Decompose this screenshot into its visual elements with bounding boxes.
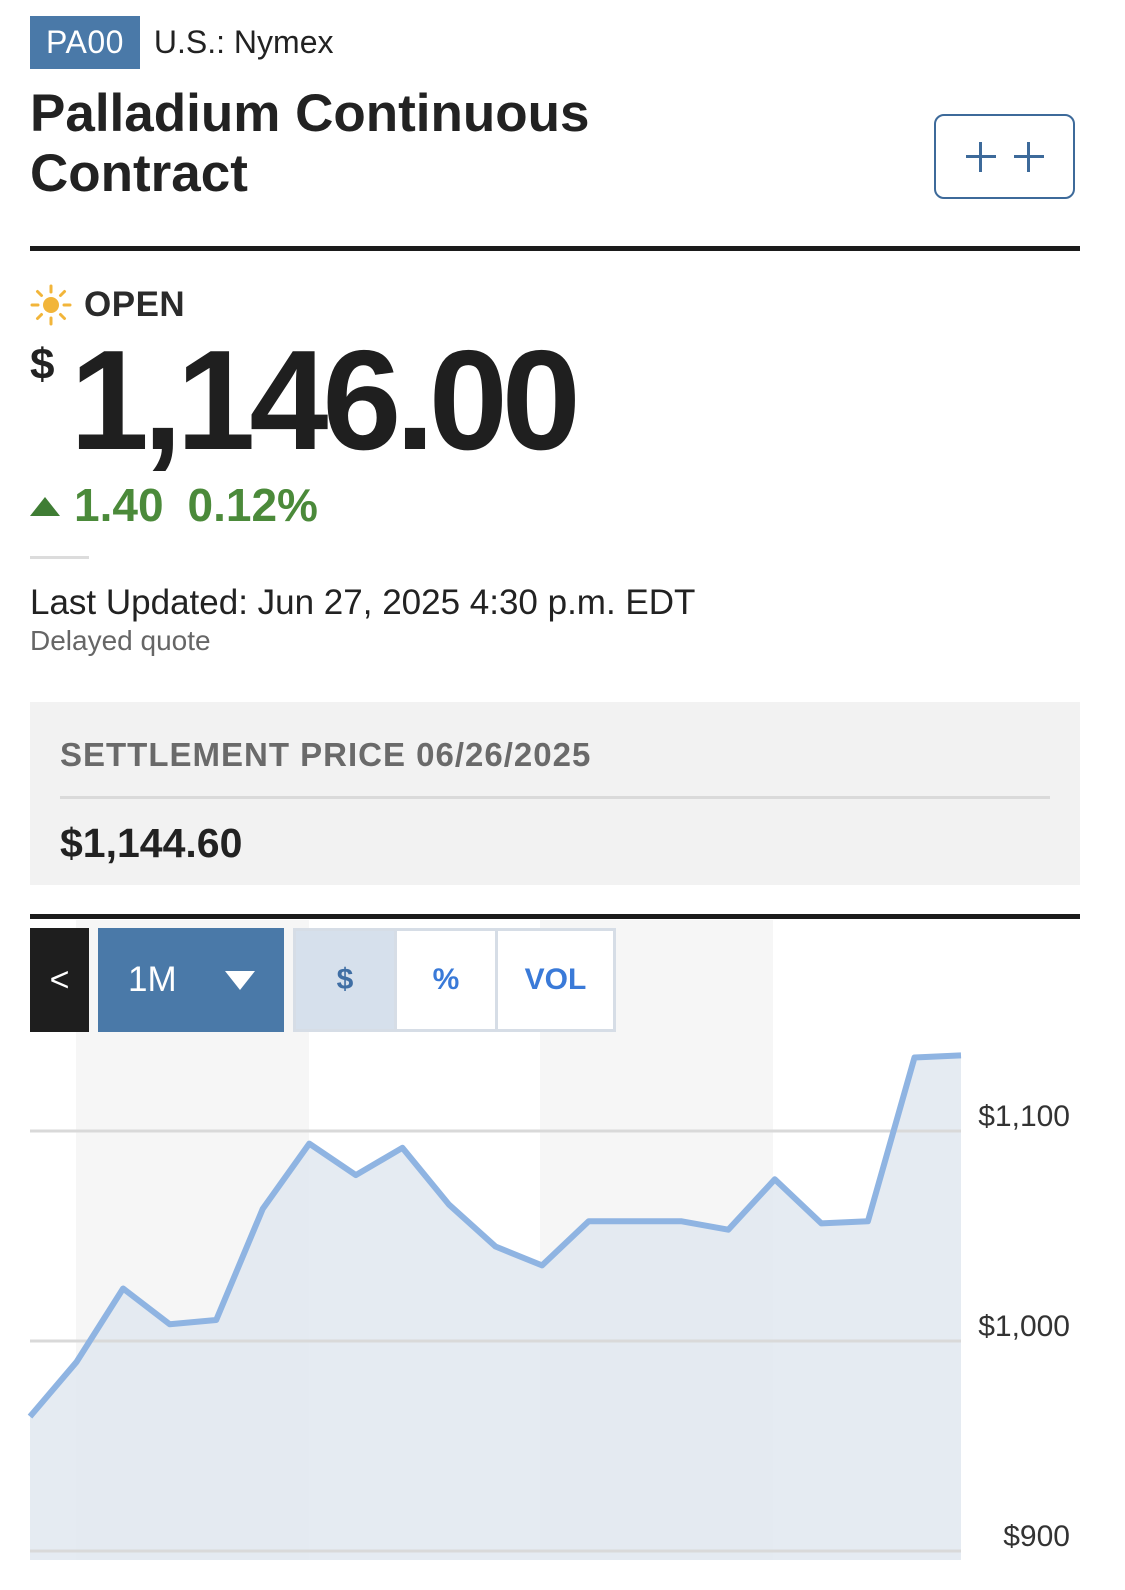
page-title: Palladium Continuous Contract: [30, 84, 590, 203]
price-change: 1.40 0.12%: [30, 478, 342, 532]
settlement-divider: [60, 796, 1050, 799]
mode-percent-button[interactable]: %: [394, 928, 498, 1032]
header-divider: [30, 246, 1080, 251]
chart-series-line: [27, 1052, 962, 1419]
currency-symbol: $: [30, 340, 55, 389]
mode-dollar-button[interactable]: $: [293, 928, 397, 1032]
y-axis-tick-label: $1,100: [978, 1100, 1070, 1133]
time-range-label: 1M: [128, 960, 177, 999]
chevron-left-icon: <: [49, 960, 70, 999]
chart-back-button[interactable]: <: [30, 928, 89, 1032]
caret-down-icon: [224, 970, 255, 990]
chart-mode-toggle: $ % VOL: [293, 928, 616, 1032]
chart-divider: [30, 914, 1080, 919]
time-range-dropdown[interactable]: 1M: [98, 928, 284, 1032]
y-axis-tick-label: $900: [1003, 1520, 1070, 1553]
delayed-quote-note: Delayed quote: [30, 625, 211, 656]
plus-icon: [1013, 141, 1044, 172]
settlement-panel: SETTLEMENT PRICE 06/26/2025 $1,144.60: [30, 702, 1080, 885]
change-points: 1.40: [74, 479, 164, 531]
plus-icon: [965, 141, 996, 172]
chart-area-fill: [30, 1055, 961, 1560]
mode-volume-button[interactable]: VOL: [495, 928, 616, 1032]
last-updated: Last Updated: Jun 27, 2025 4:30 p.m. EDT: [30, 583, 696, 622]
sun-icon: [30, 284, 72, 326]
ticker-badge: PA00: [30, 16, 140, 69]
market-status: OPEN: [30, 284, 185, 326]
up-triangle-icon: [30, 496, 60, 516]
y-axis-tick-label: $1,000: [978, 1310, 1070, 1343]
change-percent: 0.12%: [187, 479, 318, 531]
chart-controls: < 1M $ % VOL: [30, 928, 616, 1032]
divider: [30, 556, 89, 559]
ticker-row: PA00 U.S.: Nymex: [30, 16, 333, 69]
market-status-label: OPEN: [84, 285, 186, 324]
exchange-label: U.S.: Nymex: [153, 24, 334, 60]
last-price: 1,146.00: [70, 321, 581, 480]
settlement-value: $1,144.60: [60, 820, 243, 866]
settlement-label: SETTLEMENT PRICE 06/26/2025: [60, 736, 592, 773]
add-to-watchlist-button[interactable]: [934, 114, 1075, 199]
